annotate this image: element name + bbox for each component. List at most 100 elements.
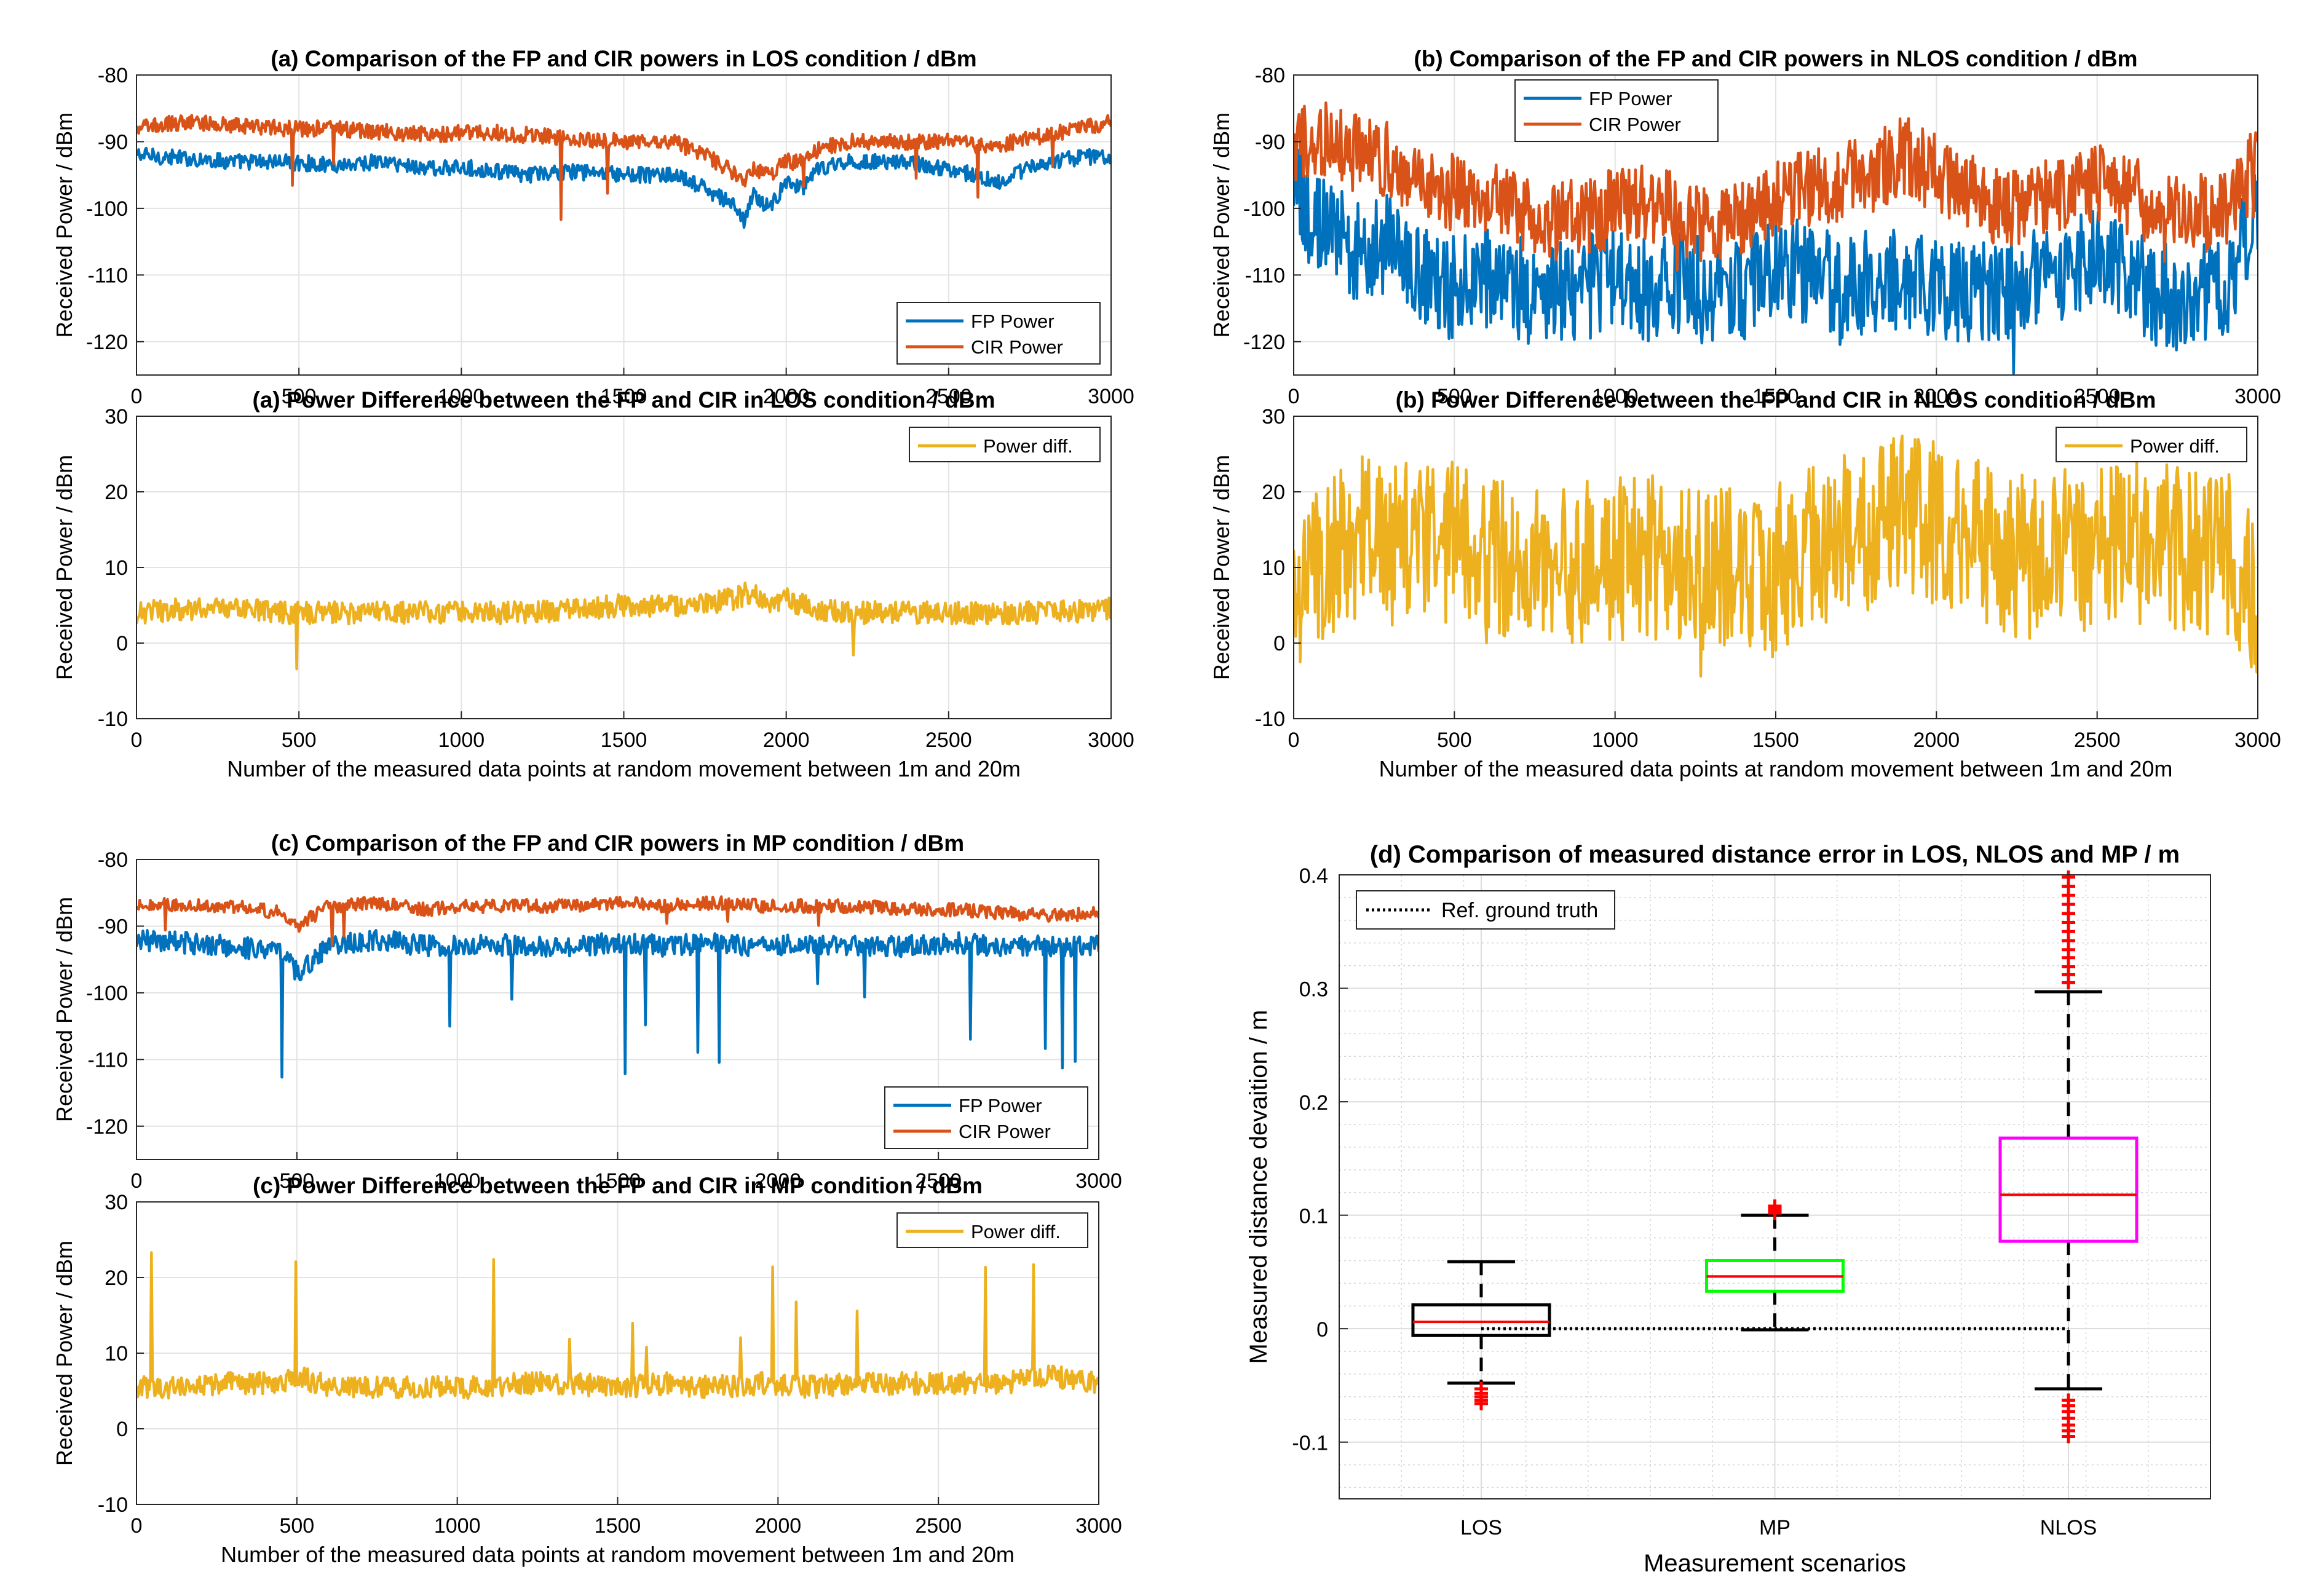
series-line-fp-power [137,929,1099,1079]
y-tick-label: -80 [1255,64,1285,87]
x-tick-label: 1500 [595,1169,641,1193]
x-tick-label: 2000 [1913,385,1960,408]
y-axis-label: Received Power / dBm [52,897,77,1122]
legend: Power diff. [2056,427,2247,462]
y-tick-label: -90 [98,915,128,938]
y-tick-label: -100 [86,197,128,221]
y-tick-label: -90 [1255,130,1285,154]
y-tick-label: -120 [1243,331,1285,354]
legend-box [1514,79,1719,142]
x-tick-label: 500 [282,729,317,752]
y-tick-label: 0 [1316,1318,1328,1341]
box-mp [1705,1199,1845,1332]
legend-label: Power diff. [2130,435,2220,457]
y-tick-label: 10 [105,1342,128,1365]
x-tick-label: 3000 [1075,1514,1122,1538]
y-tick-label: -80 [98,64,128,87]
y-axis-label: Measured distance devaition / m [1245,1010,1272,1364]
x-tick-label: 3000 [1088,385,1134,408]
y-tick-label: 0 [116,632,128,655]
x-axis-label: Number of the measured data points at ra… [227,756,1021,781]
y-tick-label: -100 [1243,197,1285,221]
x-tick-label: 1500 [601,385,647,408]
x-tick-label: 500 [279,1514,314,1538]
x-tick-label: 1500 [595,1514,641,1538]
y-tick-label: -110 [87,1048,128,1072]
y-tick-label: 0 [1273,632,1285,655]
y-tick-label: -10 [98,708,128,731]
chart-c_power: 0 500 1000 1500 2000 2500 3000 -120 -110 -100 -90 -… [52,831,1122,1193]
box-nlos [1998,870,2139,1444]
x-tick-label: 1500 [1752,385,1799,408]
x-tick-label: 3000 [1075,1169,1122,1193]
x-tick-label: 1000 [1592,729,1639,752]
y-tick-label: -100 [86,982,128,1005]
x-tick-label: 2500 [915,1514,962,1538]
series-line-power-diff- [137,581,1111,671]
x-tick-label: 0 [131,1169,143,1193]
y-tick-label: 30 [105,405,128,429]
legend: FP Power CIR Power [1514,79,1719,142]
x-tick-label: 3000 [2234,385,2281,408]
y-tick-label: 30 [105,1191,128,1214]
y-tick-label: 0 [116,1418,128,1441]
legend-label: Power diff. [983,435,1073,457]
y-tick-label: -110 [87,264,128,287]
legend: Power diff. [896,1212,1088,1248]
box-los [1411,1260,1551,1410]
y-tick-label: 10 [1262,556,1285,580]
chart-title: (b) Comparison of the FP and CIR powers … [1414,46,2137,71]
x-tick-label: 2500 [915,1169,962,1193]
chart-title: (c) Comparison of the FP and CIR powers … [271,831,964,856]
x-tick-label: 1000 [438,729,485,752]
y-tick-label: -120 [86,1115,128,1139]
legend: Power diff. [909,427,1101,462]
x-tick-label: 2000 [1913,729,1960,752]
y-tick-label: -10 [1255,708,1285,731]
series-line-cir-power [137,895,1099,947]
chart-d_box: -0.1 0 0.1 0.2 0.3 0.4 LOS MP NLOS (d) Comparison… [1245,841,2211,1577]
y-axis-label: Received Power / dBm [1209,113,1234,338]
y-tick-label: 0.3 [1299,978,1328,1001]
y-tick-label: 30 [1262,405,1285,429]
y-tick-label: -80 [98,848,128,872]
chart-title: (d) Comparison of measured distance erro… [1370,841,2180,868]
x-tick-label: 2000 [755,1514,802,1538]
y-tick-label: -110 [1244,264,1285,287]
x-axis-label: Measurement scenarios [1644,1550,1906,1577]
x-tick-label: 1000 [1592,385,1639,408]
series-line-power-diff- [137,1251,1099,1400]
y-tick-label: 20 [1262,481,1285,504]
legend-label: CIR Power [1589,114,1681,135]
y-tick-label: 20 [105,481,128,504]
x-tick-label: MP [1759,1516,1791,1539]
legend: FP Power CIR Power [896,302,1101,365]
x-tick-label: 2000 [755,1169,802,1193]
x-tick-label: 0 [131,1514,143,1538]
series-line-cir-power [1294,101,2258,272]
chart-title: (c) Power Difference between the FP and … [253,1173,983,1198]
x-tick-label: 500 [279,1169,314,1193]
y-tick-label: -120 [86,331,128,354]
outlier-marker [1474,1396,1488,1410]
x-tick-label: 2500 [2074,729,2121,752]
x-tick-label: 1500 [1752,729,1799,752]
plot-frame [1339,874,2211,1499]
chart-b_power: 0 500 1000 1500 2000 2500 3000 -120 -110 -100 -90 -… [1209,46,2281,408]
legend-box [884,1086,1088,1149]
x-axis-label: Number of the measured data points at ra… [221,1542,1015,1567]
y-tick-label: 0.4 [1299,864,1328,888]
x-tick-label: 500 [1437,729,1472,752]
x-tick-label: 500 [1437,385,1472,408]
legend: Ref. ground truth [1356,890,1615,930]
legend-label: Ref. ground truth [1441,899,1598,922]
iqr-box [1411,1303,1551,1337]
outlier-marker [1768,1199,1782,1213]
legend-box [896,302,1101,365]
x-tick-label: 500 [282,385,317,408]
y-tick-label: 0.2 [1299,1091,1328,1115]
y-tick-label: -90 [98,130,128,154]
x-tick-label: 2000 [763,729,810,752]
